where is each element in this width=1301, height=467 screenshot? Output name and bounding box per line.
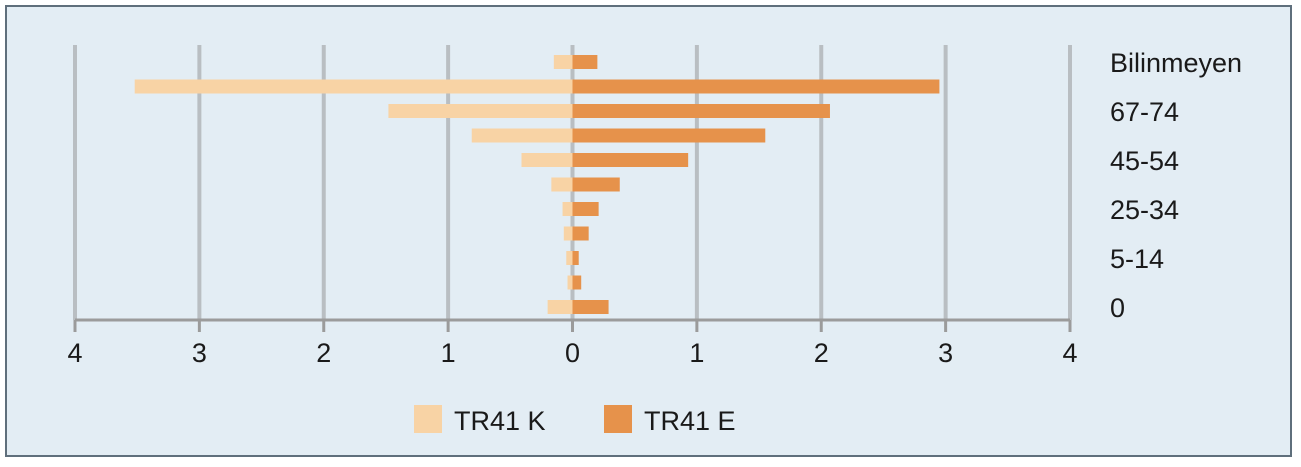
bar-e-0 xyxy=(572,300,609,314)
x-tick-label-2: 2 xyxy=(316,338,331,368)
bar-e-3 xyxy=(572,226,589,241)
bar-e-7 xyxy=(572,128,766,143)
x-tick-labels: 4 3 2 1 0 1 2 3 4 xyxy=(67,338,1077,368)
bar-e-10 xyxy=(572,55,598,69)
bar-k-8 xyxy=(388,104,573,118)
x-tick-label-6: 2 xyxy=(814,338,829,368)
category-label-4: 25-34 xyxy=(1110,195,1179,225)
x-tick-label-4: 0 xyxy=(565,338,580,368)
bar-k-3 xyxy=(563,226,573,241)
bar-e-5 xyxy=(572,177,620,192)
x-tick-label-5: 1 xyxy=(689,338,704,368)
bar-e-9 xyxy=(572,79,940,94)
legend-swatch-1 xyxy=(604,405,632,433)
chart-panel: 4 3 2 1 0 1 2 3 4 0 5-14 25-34 45-54 67-74 Bilinmeyen… xyxy=(5,5,1292,457)
x-tick-label-7: 3 xyxy=(938,338,953,368)
x-tick-label-0: 4 xyxy=(67,338,82,368)
category-label-10: Bilinmeyen xyxy=(1110,48,1242,78)
legend-swatch-0 xyxy=(414,405,442,433)
category-label-6: 45-54 xyxy=(1110,146,1179,176)
category-labels: 0 5-14 25-34 45-54 67-74 Bilinmeyen xyxy=(1110,48,1242,323)
bar-k-10 xyxy=(553,55,573,69)
x-tick-label-3: 1 xyxy=(441,338,456,368)
legend-label-1: TR41 E xyxy=(644,406,736,436)
bar-e-4 xyxy=(572,202,599,216)
bar-k-0 xyxy=(547,300,573,314)
x-tick-label-8: 4 xyxy=(1062,338,1077,368)
bar-k-6 xyxy=(521,153,573,167)
x-tick-label-1: 3 xyxy=(192,338,207,368)
category-label-2: 5-14 xyxy=(1110,244,1164,274)
x-axis xyxy=(73,318,1072,332)
bar-k-2 xyxy=(566,251,573,265)
bar-k-7 xyxy=(471,128,573,143)
bar-e-6 xyxy=(572,153,689,167)
bar-e-8 xyxy=(572,104,830,118)
legend-label-0: TR41 K xyxy=(454,406,546,436)
bar-k-1 xyxy=(567,275,573,290)
bar-e-2 xyxy=(572,251,579,265)
legend: TR41 K TR41 E xyxy=(414,405,736,436)
bar-k-5 xyxy=(551,177,573,192)
bars xyxy=(134,55,940,314)
bar-e-1 xyxy=(572,275,582,290)
bar-k-9 xyxy=(134,79,573,94)
category-label-0: 0 xyxy=(1110,293,1125,323)
category-label-8: 67-74 xyxy=(1110,97,1179,127)
population-pyramid-chart: 4 3 2 1 0 1 2 3 4 0 5-14 25-34 45-54 67-74 Bilinmeyen… xyxy=(67,45,1242,436)
bar-k-4 xyxy=(562,202,573,216)
